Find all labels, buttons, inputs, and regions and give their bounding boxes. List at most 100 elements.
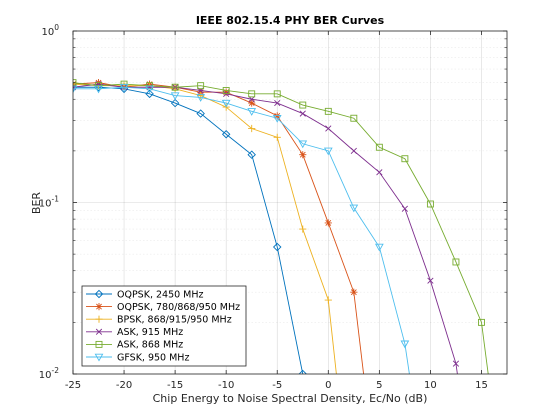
x-tick-label: 0 [325,380,331,391]
data-point [299,225,307,233]
data-point [94,289,104,299]
data-point [452,258,460,266]
data-point [247,150,256,159]
data-point [221,130,231,139]
y-tick-label: 100 [41,23,59,38]
legend-label: ASK, 915 MHz [117,327,183,338]
data-point [273,90,281,98]
data-point [222,87,230,94]
data-point [94,353,104,362]
x-tick-label: -10 [218,380,234,391]
legend-entry: OQPSK, 2450 MHz [86,289,204,300]
data-point [350,147,357,154]
data-point [324,296,332,304]
legend-label: ASK, 868 MHz [117,340,183,351]
series-line [73,86,304,374]
series-3 [73,80,337,374]
data-point [299,110,306,117]
data-point [325,125,332,132]
data-point [324,107,332,115]
x-tick-labels: -25 -20 -15 -10 -5 0 5 10 15 [65,380,488,391]
data-point [427,277,434,284]
data-point [349,204,359,213]
series-6 [73,83,410,374]
data-point [298,140,308,149]
legend-entry: ASK, 915 MHz [86,327,183,338]
series-line [73,86,410,374]
data-point [401,155,409,163]
data-point [171,85,179,93]
data-point [119,83,129,92]
y-tick-label: 10-1 [39,195,59,210]
x-axis-label: Chip Energy to Noise Spectral Density, E… [153,392,428,405]
data-point [170,98,180,108]
data-point [400,340,410,349]
legend-entry: GFSK, 950 MHz [86,352,189,363]
data-point [374,243,384,252]
series-line [73,82,489,374]
data-point [95,328,103,335]
data-point [350,114,358,122]
y-tick-labels: 10-2 10-1 100 [39,23,59,381]
data-point [95,315,103,323]
data-point [145,89,154,99]
data-point [73,79,77,87]
series-line [73,83,337,374]
data-point [248,96,255,103]
legend: OQPSK, 2450 MHz OQPSK, 780/868/950 MHz BPS… [81,285,247,367]
data-point [298,369,308,374]
data-point [299,101,307,109]
data-point [73,85,78,94]
data-point [95,340,103,348]
x-tick-label: 10 [424,380,437,391]
data-point [350,288,358,296]
legend-box [81,285,247,367]
data-point [170,92,180,101]
data-point [324,219,332,227]
data-point [222,88,230,96]
legend-label: BPSK, 868/915/950 MHz [117,315,232,326]
x-tick-label: 5 [376,380,382,391]
y-tick-label: 10-2 [39,366,59,381]
data-point [247,108,257,116]
data-point [426,200,434,208]
axis-ticks [72,30,507,375]
data-point [197,82,205,90]
x-tick-label: 15 [475,380,488,391]
data-point [376,169,383,176]
y-axis-label: BER [30,192,43,214]
chart-title: IEEE 802.15.4 PHY BER Curves [196,14,385,27]
legend-entry: OQPSK, 780/868/950 MHz [86,302,240,313]
data-point [478,318,485,326]
x-tick-label: -5 [272,380,282,391]
data-point [323,147,333,156]
x-tick-label: -25 [65,380,81,391]
data-point [196,109,205,118]
data-point [95,303,103,311]
data-point [196,94,206,102]
data-point [171,83,179,91]
x-tick-label: -15 [167,380,183,391]
data-point [248,124,256,133]
data-point [94,85,103,94]
data-point [375,143,383,151]
data-point [221,99,231,108]
legend-label: OQPSK, 780/868/950 MHz [117,302,240,313]
data-point [452,360,460,367]
legend-entry: BPSK, 868/915/950 MHz [86,315,232,326]
data-point [272,114,282,123]
data-point [197,92,205,100]
data-point [248,90,256,98]
data-point [73,80,77,88]
legend-entry: ASK, 868 MHz [86,340,183,351]
data-point [248,99,256,107]
legend-label: GFSK, 950 MHz [117,352,189,363]
data-point [145,85,154,94]
data-point [273,133,281,141]
data-point [401,205,409,212]
data-point [272,242,282,252]
legend-label: OQPSK, 2450 MHz [117,289,204,300]
x-tick-label: -20 [116,380,132,391]
series-layer [73,79,489,374]
